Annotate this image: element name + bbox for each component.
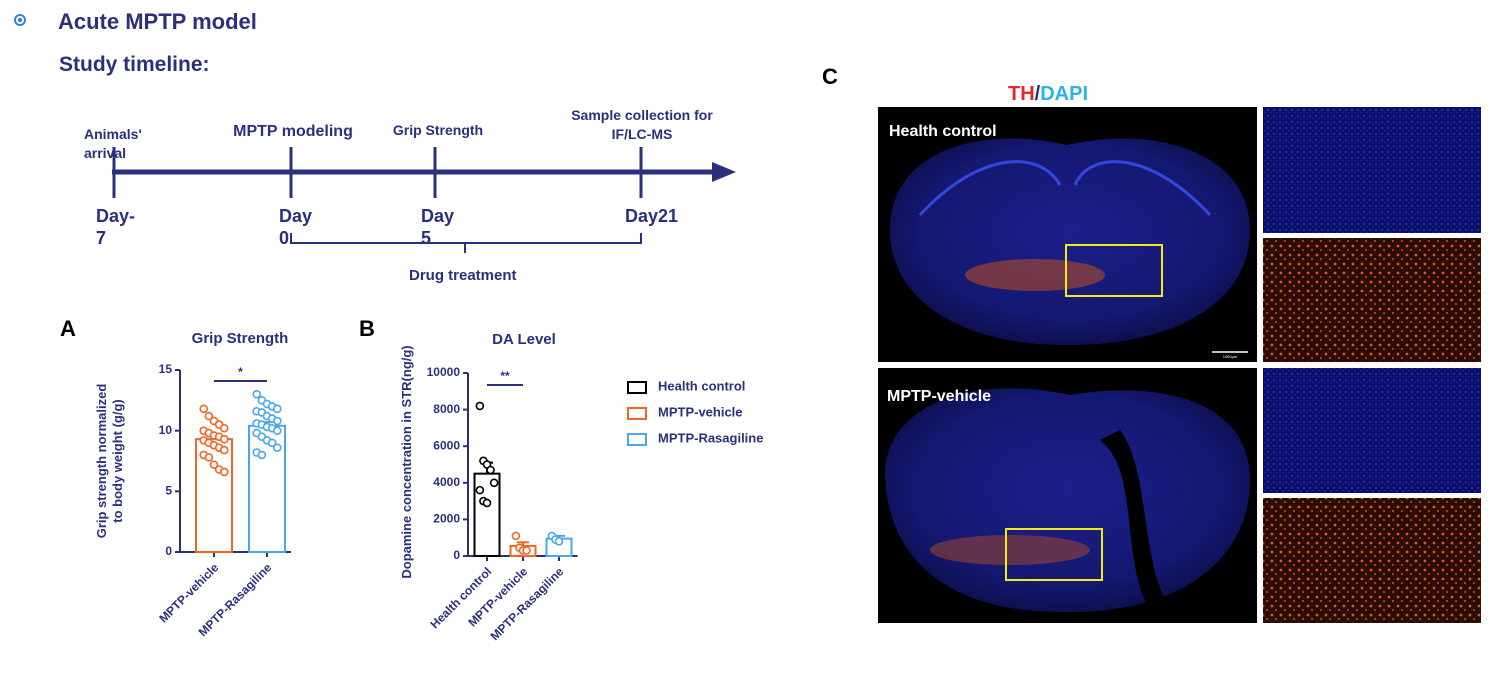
- event-label: Grip Strength: [392, 122, 484, 138]
- data-point: [482, 498, 492, 508]
- y-tick-label: 5: [165, 484, 172, 498]
- y-tick-label: 0: [453, 548, 460, 562]
- data-point: [272, 404, 282, 414]
- panel-letter: B: [359, 316, 375, 341]
- brain-section: [885, 388, 1250, 613]
- panel-letter: C: [822, 64, 838, 89]
- th-signal: [965, 259, 1105, 291]
- data-point: [522, 546, 531, 555]
- panel-letter: A: [60, 316, 76, 341]
- stain-label: TH/DAPI: [1008, 83, 1088, 105]
- event-label: Animals' arrival: [84, 126, 142, 161]
- image-zoom: [1263, 368, 1481, 493]
- day-label: Day 5: [421, 206, 455, 248]
- event-label: MPTP modeling: [233, 123, 353, 140]
- image-zoom: [1263, 107, 1481, 233]
- legend-label: MPTP-Rasagiline: [658, 430, 763, 445]
- day-label: Day 0: [279, 206, 313, 248]
- data-point: [475, 485, 485, 495]
- data-point: [204, 453, 214, 462]
- data-point: [252, 389, 262, 399]
- legend-swatch: [627, 433, 647, 446]
- data-point: [511, 531, 521, 541]
- stain-dapi: DAPI: [1040, 83, 1088, 105]
- data-point: [489, 478, 499, 488]
- y-tick-label: 10000: [427, 365, 461, 379]
- data-point: [204, 411, 214, 421]
- slide-subtitle: Study timeline:: [59, 53, 210, 76]
- y-tick-label: 6000: [433, 438, 460, 452]
- y-tick-label: 2000: [433, 512, 460, 526]
- y-tick-label: 10: [159, 423, 173, 437]
- data-point: [209, 460, 219, 469]
- chart-title: DA Level: [492, 331, 556, 348]
- y-axis-label: Grip strength normalized to body weight …: [94, 383, 125, 539]
- brain-structure: [918, 160, 1212, 217]
- y-tick-label: 4000: [433, 475, 460, 489]
- x-tick-label: Health control: [427, 564, 494, 631]
- data-point: [219, 467, 229, 477]
- th-signal: [930, 535, 1090, 565]
- data-point: [486, 465, 495, 475]
- data-point: [219, 434, 229, 444]
- legend-swatch: [627, 381, 647, 394]
- day-label: Day-7: [96, 206, 136, 248]
- stain-th: TH: [1008, 83, 1035, 105]
- data-point: [272, 443, 282, 452]
- y-tick-label: 15: [159, 362, 173, 376]
- data-point: [267, 438, 277, 448]
- brain-gap: [1100, 430, 1170, 610]
- legend-swatch: [627, 407, 647, 420]
- significance-label: *: [238, 365, 243, 379]
- slide-title: Acute MPTP model: [58, 9, 257, 34]
- scale-bar-label: 1000μm: [1223, 354, 1238, 359]
- roi-box: [1065, 244, 1163, 297]
- image-zoom: [1263, 238, 1481, 362]
- treatment-bracket: [290, 233, 642, 253]
- treatment-label: Drug treatment: [409, 267, 517, 284]
- data-point: [475, 401, 485, 411]
- timeline-arrow: [712, 162, 736, 182]
- roi-box: [1005, 528, 1103, 581]
- stain-sep: /: [1035, 83, 1041, 105]
- data-point: [272, 416, 282, 426]
- y-tick-label: 0: [165, 544, 172, 558]
- event-label: Sample collection for IF/LC-MS: [571, 107, 713, 142]
- y-tick-label: 8000: [433, 402, 460, 416]
- brain-section: [890, 138, 1250, 345]
- chart-title: Grip Strength: [192, 330, 289, 347]
- image-zoom: [1263, 498, 1481, 623]
- data-point: [199, 404, 209, 414]
- y-axis-label: Dopamine concentration in STR(ng/g): [399, 345, 414, 579]
- bullet: [14, 14, 26, 26]
- day-label: Day21: [625, 206, 679, 226]
- image-label: MPTP-vehicle: [887, 388, 991, 405]
- data-point: [272, 426, 282, 435]
- bullet-dot: [17, 17, 23, 23]
- data-point: [257, 450, 267, 460]
- image-label: Health control: [889, 123, 997, 140]
- data-point: [554, 537, 564, 546]
- significance-label: **: [500, 369, 510, 383]
- legend-label: MPTP-vehicle: [658, 404, 743, 419]
- data-point: [219, 445, 229, 455]
- data-point: [219, 423, 229, 433]
- legend-label: Health control: [658, 378, 745, 393]
